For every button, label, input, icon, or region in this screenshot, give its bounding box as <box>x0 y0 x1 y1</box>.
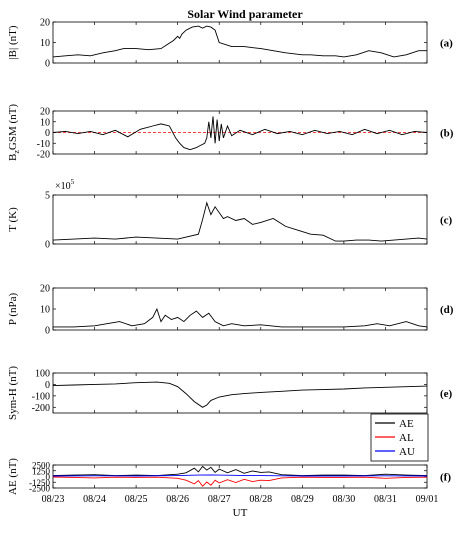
panel-f-ytick-label: -2500 <box>29 484 50 494</box>
series-line-e <box>52 381 428 408</box>
panel-c-ylabel: T (K) <box>7 207 19 232</box>
x-tick-label: 09/01 <box>416 494 439 505</box>
panel-a-ytick-label: 0 <box>45 59 50 70</box>
legend-label-ae: AE <box>399 418 414 430</box>
ae-legend: AE AL AU <box>370 413 429 462</box>
x-tick-label: 08/27 <box>208 494 231 505</box>
panel-d: 0 10 20 P (nPa) (d) <box>7 284 454 337</box>
panel-d-ytick-label: 0 <box>45 326 50 337</box>
x-tick-label: 08/29 <box>291 494 314 505</box>
panel-f-ytick-label: -1250 <box>29 478 50 488</box>
panel-c-ytick-label: 0 <box>45 240 50 251</box>
x-tick-label: 08/30 <box>332 494 355 505</box>
panel-f-ytick-label: 0 <box>46 472 51 482</box>
panel-b-ylabel: BzGSM (nT) <box>7 104 21 161</box>
panel-a-ylabel: |B| (nT) <box>7 25 19 59</box>
panel-f-ylabel: AE (nT) <box>7 458 19 495</box>
panel-c-ytick-label: 5 <box>45 191 50 202</box>
legend-label-au: AU <box>399 446 415 458</box>
panel-b-ylabel-rest: GSM (nT) <box>7 104 19 150</box>
panel-e-ytick-label: 0 <box>45 380 50 391</box>
panel-d-ytick-label: 20 <box>40 284 50 295</box>
x-tick-label: 08/26 <box>166 494 189 505</box>
x-tick-label: 08/28 <box>249 494 272 505</box>
panel-c-multiplier-exp: 5 <box>71 178 75 186</box>
panel-b-ytick-label: 20 <box>40 107 50 118</box>
panel-a-ytick-label: 10 <box>40 38 50 49</box>
panel-f-label: (f) <box>440 472 451 484</box>
panel-b-label: (b) <box>440 128 454 140</box>
x-tick-label: 08/23 <box>42 494 65 505</box>
x-tick-label: 08/31 <box>374 494 397 505</box>
panel-b-ytick-label: 10 <box>40 117 50 128</box>
panel-b-ylabel-sub: z <box>12 150 21 154</box>
panel-a-ytick-label: 20 <box>40 18 50 29</box>
series-line-f-au <box>52 474 428 477</box>
panel-e-ytick-label: -100 <box>32 391 50 402</box>
panel-f-ytick-label: 2500 <box>32 461 51 471</box>
series-line-d <box>53 307 428 328</box>
panel-c: 0 5 T (K) (c) ×105 <box>7 178 453 251</box>
panel-d-ylabel: P (nPa) <box>7 293 19 326</box>
panel-a: 0 10 20 |B| (nT) (a) <box>7 18 453 70</box>
panel-a-frame <box>52 21 428 64</box>
figure-title: Solar Wind parameter <box>187 7 303 21</box>
series-line-f-ae <box>52 465 428 477</box>
panel-c-multiplier: ×105 <box>55 178 75 192</box>
panel-f-ytick-label: 1250 <box>32 466 51 476</box>
series-line-c <box>52 201 428 242</box>
panel-f-frame <box>52 464 428 489</box>
panel-e-label: (e) <box>440 388 453 400</box>
panel-d-label: (d) <box>440 304 454 316</box>
x-tick-label: 08/25 <box>125 494 148 505</box>
panel-c-frame <box>52 194 428 245</box>
panel-e-ytick-label: -200 <box>32 403 50 414</box>
x-axis-label: UT <box>233 507 248 519</box>
panel-b-ytick-label: 0 <box>45 128 50 139</box>
panel-c-label: (c) <box>440 215 453 227</box>
panel-e-ylabel: Sym-H (nT) <box>7 366 19 420</box>
panel-d-ytick-label: 10 <box>40 305 50 316</box>
legend-box <box>370 413 429 462</box>
panel-a-label: (a) <box>440 38 453 50</box>
panel-e-frame <box>52 372 428 414</box>
panel-b-ytick-label: -20 <box>37 150 50 161</box>
series-line-f-al <box>52 476 428 487</box>
shared-x-axis: 08/23 08/24 08/25 08/26 08/27 08/28 08/29 08/30… <box>42 494 439 519</box>
legend-label-al: AL <box>399 432 414 444</box>
series-line-b <box>52 116 428 151</box>
panel-b-ytick-label: -10 <box>37 139 50 150</box>
panel-e-ytick-label: 100 <box>35 369 50 380</box>
series-line-a <box>52 25 427 58</box>
x-tick-label: 08/24 <box>83 494 106 505</box>
